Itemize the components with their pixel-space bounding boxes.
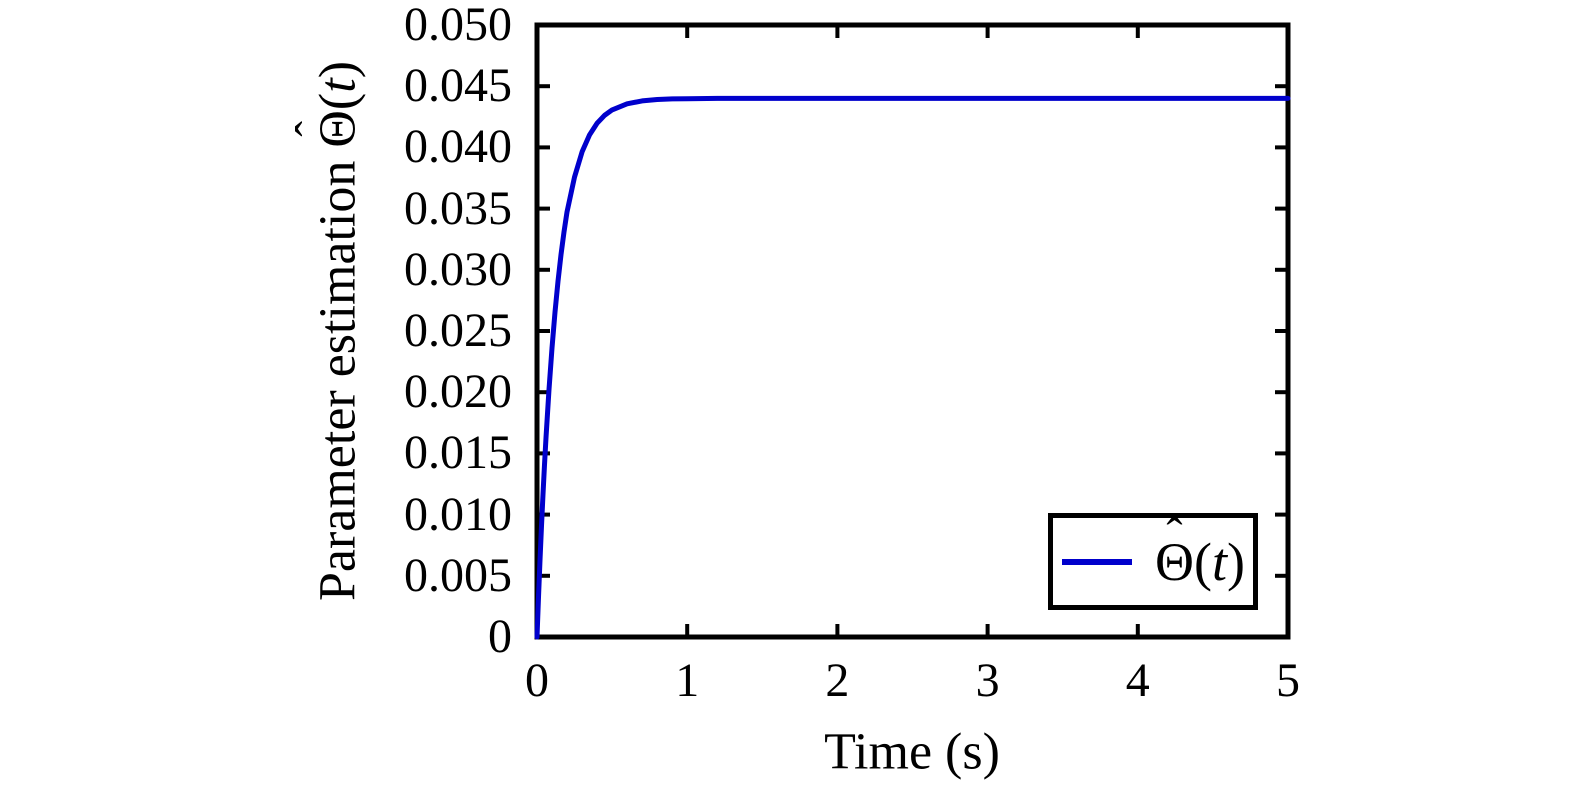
y-tick-label: 0.015: [404, 426, 512, 480]
open-paren: (: [309, 92, 367, 111]
y-tick-label: 0.050: [404, 0, 512, 51]
y-tick-label: 0.020: [404, 365, 512, 419]
y-tick-label: 0: [488, 610, 512, 663]
legend-box: ˆ Θ(t): [1048, 511, 1258, 610]
x-tick-label: 0: [525, 654, 549, 707]
x-tick-label: 4: [1125, 654, 1150, 707]
y-tick-label: 0.005: [404, 548, 512, 602]
x-axis-title: Time (s): [824, 723, 1000, 781]
y-tick-label: 0.040: [404, 120, 512, 174]
time-variable: t: [1211, 531, 1227, 592]
hat-accent: ˆ: [286, 121, 339, 137]
hat-accent: ˆ: [1166, 508, 1183, 563]
y-axis-title-text: Parameter estimation: [309, 160, 367, 602]
time-variable: t: [309, 78, 367, 93]
x-tick-label: 5: [1276, 654, 1300, 707]
y-tick-label: 0.035: [404, 181, 512, 235]
y-tick-label: 0.030: [404, 242, 512, 296]
x-tick-label: 1: [675, 654, 700, 707]
y-tick-label: 0.010: [404, 487, 512, 541]
function-argument: (t): [1194, 532, 1245, 592]
theta-glyph: Θ: [1155, 531, 1194, 592]
legend-line-sample: [1062, 558, 1132, 565]
close-paren: ): [309, 60, 367, 79]
legend-entry-label: ˆ Θ(t): [1155, 511, 1245, 593]
open-paren: (: [1194, 531, 1212, 592]
x-tick-label: 2: [825, 654, 850, 707]
x-tick-label: 3: [975, 654, 1000, 707]
y-tick-label: 0.045: [404, 59, 512, 113]
y-tick-label: 0.025: [404, 304, 512, 357]
theta-estimate-curve: [534, 95, 1291, 640]
y-axis-title: Parameter estimation ˆ Θ(t): [287, 61, 368, 602]
close-paren: ): [1227, 531, 1245, 592]
function-argument: (t): [310, 61, 367, 110]
